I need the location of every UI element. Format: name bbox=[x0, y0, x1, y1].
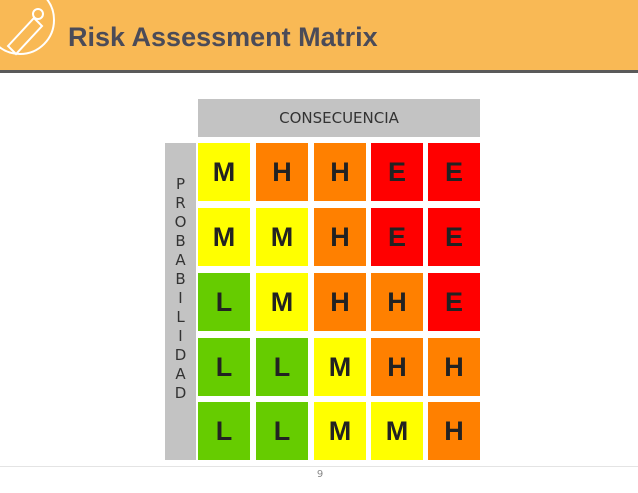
matrix-cell: M bbox=[256, 208, 308, 266]
matrix-cell: M bbox=[371, 402, 423, 460]
header-icon bbox=[0, 0, 55, 56]
matrix-cell: H bbox=[314, 273, 366, 331]
matrix-cell: H bbox=[314, 208, 366, 266]
matrix-cell: H bbox=[428, 338, 480, 396]
column-header: CONSECUENCIA bbox=[198, 99, 480, 137]
matrix-cell: H bbox=[371, 338, 423, 396]
matrix-cell: L bbox=[256, 338, 308, 396]
matrix-cell: M bbox=[256, 273, 308, 331]
matrix-cell: H bbox=[314, 143, 366, 201]
matrix-cell: M bbox=[314, 402, 366, 460]
matrix-cell: M bbox=[198, 143, 250, 201]
matrix-cell: E bbox=[428, 273, 480, 331]
matrix-cell: E bbox=[428, 208, 480, 266]
matrix-cell: E bbox=[428, 143, 480, 201]
matrix-cell: M bbox=[314, 338, 366, 396]
row-header: PROBABILIDAD bbox=[171, 175, 190, 403]
matrix-cell: H bbox=[256, 143, 308, 201]
row-header-band: PROBABILIDAD bbox=[165, 143, 196, 460]
matrix-cell: L bbox=[256, 402, 308, 460]
slide-title: Risk Assessment Matrix bbox=[68, 22, 378, 52]
matrix-cell: H bbox=[371, 273, 423, 331]
header-band: Risk Assessment Matrix bbox=[0, 0, 638, 73]
matrix-cell: L bbox=[198, 273, 250, 331]
matrix-cell: H bbox=[428, 402, 480, 460]
matrix-cell: L bbox=[198, 338, 250, 396]
footer-rule bbox=[0, 466, 638, 467]
matrix-cell: L bbox=[198, 402, 250, 460]
page-number: 9 bbox=[316, 469, 324, 480]
matrix-cell: E bbox=[371, 143, 423, 201]
matrix-cell: E bbox=[371, 208, 423, 266]
matrix-cell: M bbox=[198, 208, 250, 266]
